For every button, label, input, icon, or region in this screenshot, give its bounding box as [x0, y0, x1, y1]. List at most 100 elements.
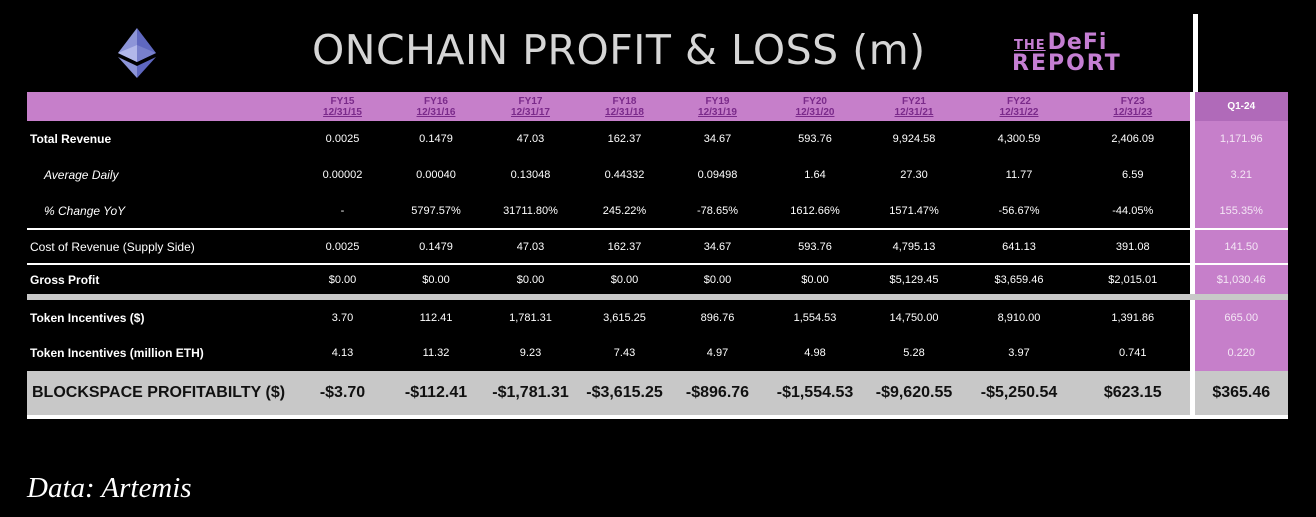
table-cell: 0.44332 [604, 169, 645, 181]
table-cell: -$3.70 [296, 371, 389, 419]
table-cell: 34.67 [703, 133, 732, 145]
table-cell: 27.30 [900, 169, 928, 181]
col-header: FY19 12/31/19 [671, 92, 764, 121]
table-cell: 155.35% [1189, 193, 1288, 229]
row-label: Cost of Revenue (Supply Side) [27, 228, 296, 264]
table-cell: -$896.76 [671, 371, 764, 419]
row-label: Total Revenue [30, 132, 112, 146]
table-header-row: FY15 12/31/15 FY16 12/31/16 FY17 12/31/17 F… [27, 92, 1288, 121]
table-cell: 0.1479 [389, 228, 483, 264]
table-cell: 4,795.13 [866, 228, 962, 264]
table-cell: 112.41 [389, 294, 483, 335]
table-cell: 1,391.86 [1076, 294, 1192, 335]
row-average-daily: Average Daily 0.00002 0.00040 0.13048 0.4433… [27, 157, 1288, 193]
col-header: FY21 12/31/21 [866, 92, 962, 121]
table-cell: 0.00002 [322, 169, 363, 181]
row-change-yoy: % Change YoY - 5797.57% 31711.80% 245.22% -78… [27, 193, 1288, 229]
table-cell: 47.03 [483, 228, 578, 264]
col-header: FY20 12/31/20 [764, 92, 866, 121]
table-cell: 1612.66% [790, 204, 840, 217]
profit-loss-table: FY15 12/31/15 FY16 12/31/16 FY17 12/31/17 F… [27, 92, 1288, 419]
row-label: Token Incentives ($) [27, 294, 296, 335]
table-cell: 593.76 [798, 133, 832, 145]
col-header: FY23 12/31/23 [1076, 92, 1192, 121]
table-cell: 3.21 [1189, 157, 1288, 193]
table-cell: $0.00 [671, 263, 764, 297]
table-cell: 4.13 [331, 347, 354, 359]
table-cell: -$9,620.55 [866, 371, 962, 419]
header-corner [27, 92, 296, 121]
table-cell: $3,659.46 [962, 263, 1076, 297]
table-cell: 3.97 [1008, 347, 1030, 359]
table-cell: 641.13 [962, 228, 1076, 264]
table-cell: 0.1479 [419, 133, 453, 145]
row-label: Gross Profit [27, 263, 296, 297]
divider-line [1193, 14, 1198, 92]
table-cell: $1,030.46 [1189, 263, 1288, 297]
table-cell: 47.03 [516, 133, 545, 145]
table-cell: 1.64 [804, 169, 826, 181]
table-cell: 245.22% [602, 204, 647, 217]
row-blockspace-profitability: BLOCKSPACE PROFITABILTY ($) -$3.70 -$112.4… [27, 371, 1288, 419]
brand-report: REPORT [1012, 51, 1122, 76]
table-cell: $0.00 [389, 263, 483, 297]
table-cell: -78.65% [697, 204, 738, 217]
table-cell: 896.76 [671, 294, 764, 335]
table-cell: 4.97 [706, 347, 729, 359]
table-cell: 141.50 [1189, 228, 1288, 264]
data-source-caption: Data: Artemis [27, 472, 192, 504]
table-cell: 3.70 [296, 294, 389, 335]
table-cell: - [340, 204, 345, 217]
table-cell: 11.32 [422, 347, 450, 359]
table-cell: 4,300.59 [997, 133, 1041, 145]
page-title: ONCHAIN PROFIT & LOSS (m) [312, 26, 926, 74]
table-cell: 0.0025 [325, 133, 360, 145]
table-cell: $623.15 [1076, 371, 1192, 419]
table-cell: 1,781.31 [483, 294, 578, 335]
table-cell: 391.08 [1076, 228, 1192, 264]
table-cell: 6.59 [1122, 169, 1144, 181]
table-cell: $0.00 [578, 263, 671, 297]
row-total-revenue: Total Revenue 0.0025 0.1479 47.03 162.37 34.6… [27, 121, 1288, 157]
table-cell: $5,129.45 [866, 263, 962, 297]
table-cell: 0.13048 [510, 169, 551, 181]
col-header: FY22 12/31/22 [962, 92, 1076, 121]
table-cell: -$3,615.25 [578, 371, 671, 419]
table-cell: -$1,781.31 [483, 371, 578, 419]
table-cell: -56.67% [998, 204, 1040, 217]
table-cell: 0.0025 [296, 228, 389, 264]
col-header-q1-24: Q1-24 [1189, 92, 1288, 121]
table-cell: 0.09498 [697, 169, 738, 181]
table-cell: 8,910.00 [962, 294, 1076, 335]
table-cell: 0.741 [1118, 347, 1147, 359]
row-cost-of-revenue: Cost of Revenue (Supply Side) 0.0025 0.147… [27, 228, 1288, 264]
col-header: FY18 12/31/18 [578, 92, 671, 121]
table-cell: -$112.41 [389, 371, 483, 419]
table-cell: $0.00 [764, 263, 866, 297]
table-cell: $0.00 [483, 263, 578, 297]
table-cell: 1,554.53 [764, 294, 866, 335]
table-cell: 5797.57% [411, 204, 461, 217]
ethereum-icon [118, 28, 156, 78]
table-cell: 162.37 [607, 133, 642, 145]
table-cell: 31711.80% [503, 204, 558, 217]
table-cell: 9.23 [519, 347, 542, 359]
row-token-incentives-eth: Token Incentives (million ETH) 4.13 11.32 9… [27, 335, 1288, 371]
table-cell: 0.00040 [416, 169, 456, 181]
brand-the: THE [1014, 38, 1046, 53]
defi-report-logo: THEDeFi REPORT [1008, 30, 1120, 76]
col-header: FY17 12/31/17 [483, 92, 578, 121]
col-header: FY16 12/31/16 [389, 92, 483, 121]
row-token-incentives-usd: Token Incentives ($) 3.70 112.41 1,781.31 3,… [27, 294, 1288, 335]
table-cell: 4.98 [804, 347, 826, 359]
table-cell: -$5,250.54 [962, 371, 1076, 419]
table-cell: $2,015.01 [1076, 263, 1192, 297]
table-cell: 14,750.00 [866, 294, 962, 335]
row-label: BLOCKSPACE PROFITABILTY ($) [27, 371, 296, 419]
table-cell: 1571.47% [889, 204, 939, 217]
table-cell: 593.76 [764, 228, 866, 264]
table-cell: 9,924.58 [892, 133, 936, 145]
row-label: % Change YoY [44, 203, 126, 218]
row-gross-profit: Gross Profit $0.00 $0.00 $0.00 $0.00 $0.00 $0.… [27, 263, 1288, 297]
table-cell: 11.77 [1005, 169, 1033, 181]
